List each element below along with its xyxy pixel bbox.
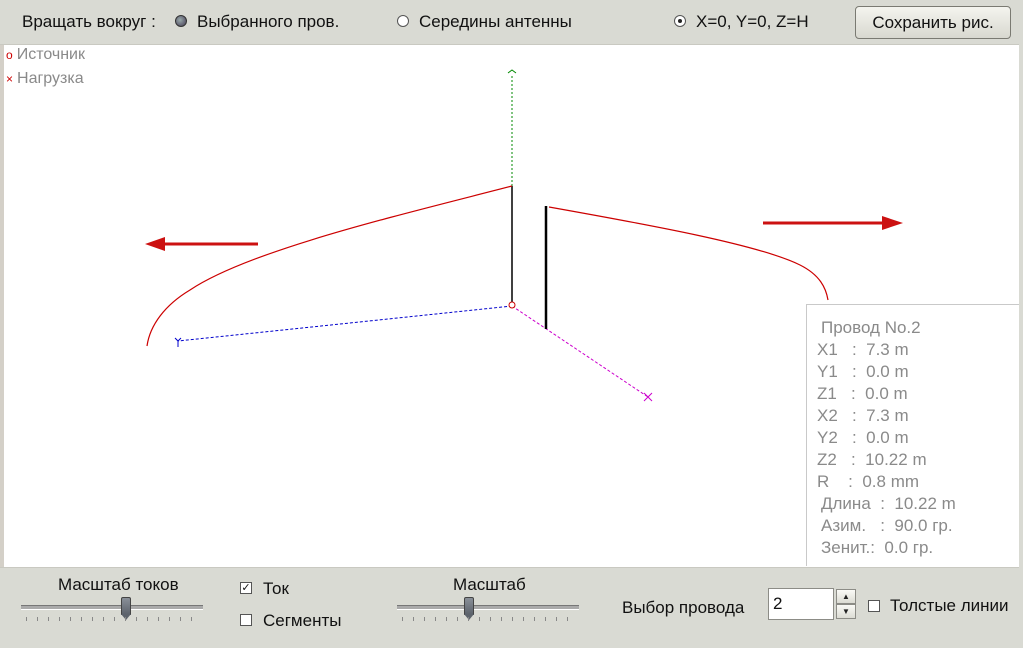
spin-up-button[interactable]: ▲: [836, 589, 856, 604]
wire-select-label: Выбор провода: [622, 598, 745, 617]
source-marker: [508, 301, 516, 309]
z-axis-tip: [507, 69, 517, 74]
save-picture-button[interactable]: Сохранить рис.: [855, 6, 1011, 39]
legend-load: × Нагрузка: [6, 70, 84, 88]
current-scale-thumb[interactable]: [121, 597, 131, 620]
scale-track: [397, 605, 579, 610]
wire-info-row: Z2 : 10.22 m: [817, 450, 927, 469]
radio-selected-wire-label[interactable]: Выбранного пров.: [197, 12, 340, 31]
wire-info-row: Y1 : 0.0 m: [817, 362, 909, 381]
toolbar: Вращать вокруг : Выбранного пров. Середи…: [0, 0, 1023, 45]
current-curve-wire-1: [146, 185, 513, 347]
wire-info-panel: Провод No.2 X1 : 7.3 m Y1 : 0.0 m Z1 : 0…: [806, 304, 1020, 566]
wire-info-title: Провод No.2: [821, 318, 921, 337]
wire-info-row: X2 : 7.3 m: [817, 406, 909, 425]
scale-ticks: [402, 617, 576, 621]
current-scale-track: [21, 605, 203, 610]
window-edge: [1019, 0, 1023, 647]
load-marker: [643, 392, 653, 402]
arrow-right-icon: [882, 216, 903, 230]
current-checkbox[interactable]: ✓: [240, 582, 252, 594]
legend-load-label: Нагрузка: [17, 70, 84, 87]
x-axis: [177, 305, 513, 342]
antenna-3d-view[interactable]: [4, 45, 1019, 567]
wire-info-row: Зенит.: 0.0 гр.: [821, 538, 934, 557]
x-axis-tip: [174, 337, 182, 347]
radio-origin-label[interactable]: X=0, Y=0, Z=H: [696, 12, 809, 31]
radio-selected-wire[interactable]: [175, 15, 187, 27]
current-scale-ticks: [26, 617, 200, 621]
thick-lines-label[interactable]: Толстые линии: [890, 596, 1009, 615]
rotate-label: Вращать вокруг :: [22, 12, 156, 31]
current-curve-wire-2: [548, 206, 829, 301]
segments-checkbox-label[interactable]: Сегменты: [263, 611, 342, 630]
wire-info-row: Длина : 10.22 m: [821, 494, 956, 513]
legend-source-label: Источник: [16, 46, 85, 63]
legend-source: o Источник: [6, 46, 85, 64]
wire-info-row: X1 : 7.3 m: [817, 340, 909, 359]
load-legend-icon: ×: [6, 72, 14, 86]
thick-lines-label-clip: Толстые линии: [890, 596, 1017, 620]
wire-info-row: Y2 : 0.0 m: [817, 428, 909, 447]
thick-lines-checkbox[interactable]: [868, 600, 880, 612]
scale-thumb[interactable]: [464, 597, 474, 620]
radio-antenna-center[interactable]: [397, 15, 409, 27]
wire-info-row: R : 0.8 mm: [817, 472, 920, 491]
scale-label: Масштаб: [453, 575, 526, 594]
current-scale-label: Масштаб токов: [58, 575, 179, 594]
radio-origin[interactable]: [674, 15, 686, 27]
arrow-left-icon: [145, 237, 165, 251]
wire-select-input[interactable]: [768, 588, 834, 620]
wire-info-row: Азим. : 90.0 гр.: [821, 516, 953, 535]
spin-down-button[interactable]: ▼: [836, 604, 856, 619]
y-axis: [511, 305, 649, 398]
wire-info-row: Z1 : 0.0 m: [817, 384, 908, 403]
radio-antenna-center-label[interactable]: Середины антенны: [419, 12, 572, 31]
current-checkbox-label[interactable]: Ток: [263, 579, 289, 598]
source-legend-icon: o: [6, 48, 13, 62]
segments-checkbox[interactable]: [240, 614, 252, 626]
